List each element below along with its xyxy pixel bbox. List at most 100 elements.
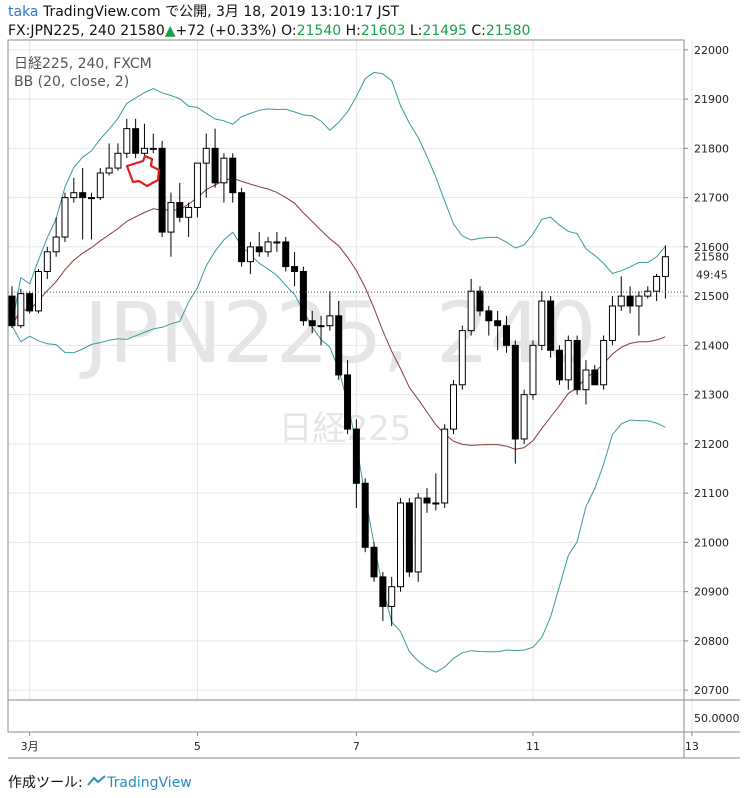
price-tick-label: 21300 xyxy=(694,389,729,402)
candle-up xyxy=(661,256,669,277)
candle-down xyxy=(79,192,87,199)
candle-up xyxy=(617,295,625,307)
price-tick-label: 21400 xyxy=(694,339,729,352)
legend-symbol: 日経225, 240, FXCM xyxy=(14,56,152,72)
candle-down xyxy=(255,246,263,253)
candle-up xyxy=(600,339,608,386)
price-tick-label: 21600 xyxy=(694,241,729,254)
tradingview-logo-icon xyxy=(87,775,107,791)
candle-down xyxy=(211,147,219,184)
candle-up xyxy=(246,246,254,263)
price-tick-label: 20800 xyxy=(694,635,729,648)
candle-down xyxy=(370,546,378,578)
author-name[interactable]: taka xyxy=(8,4,39,20)
candle-up xyxy=(114,152,122,169)
candle-up xyxy=(326,315,334,327)
candle-up xyxy=(220,157,228,184)
footer-brand[interactable]: TradingView xyxy=(107,775,192,791)
high-value: 21603 xyxy=(360,23,406,39)
candle-down xyxy=(555,349,563,381)
candle-up xyxy=(140,147,148,154)
price-tick-label: 21800 xyxy=(694,142,729,155)
time-tick-label: 13 xyxy=(685,740,699,753)
candle-up xyxy=(185,206,193,218)
candle-down xyxy=(158,147,166,233)
candle-up xyxy=(87,197,95,200)
price-tick-label: 21700 xyxy=(694,192,729,205)
last-price-label: 21580 xyxy=(694,251,729,264)
time-tick-label: 11 xyxy=(526,740,540,753)
candle-up xyxy=(149,147,157,150)
low-value: 21495 xyxy=(422,23,467,39)
candle-up xyxy=(34,270,42,312)
symbol-info: FX:JPN225, 240 21580 xyxy=(8,23,165,39)
candle-down xyxy=(476,290,484,312)
candle-up xyxy=(635,295,643,307)
legend-indicator: BB (20, close, 2) xyxy=(14,74,129,90)
candle-up xyxy=(450,384,457,430)
price-tick-label: 22000 xyxy=(694,44,729,57)
time-axis: 3月57111314:0018 xyxy=(21,732,699,753)
candle-down xyxy=(547,300,555,351)
up-arrow-icon: ▲ xyxy=(164,23,176,39)
candle-up xyxy=(105,167,113,174)
price-tick-label: 21200 xyxy=(694,438,729,451)
candle-up xyxy=(653,275,661,292)
candle-up xyxy=(529,344,537,396)
candle-down xyxy=(238,192,246,263)
candle-down xyxy=(229,157,237,194)
candle-down xyxy=(132,128,140,154)
candle-up xyxy=(264,241,272,253)
candles xyxy=(8,118,669,627)
candle-up xyxy=(202,147,210,164)
candle-up xyxy=(397,502,405,588)
candle-up xyxy=(123,128,131,154)
candle-up xyxy=(644,290,652,297)
open-value: 21540 xyxy=(296,23,342,39)
change-value: +72 (+0.33%) xyxy=(175,23,277,39)
low-label: L: xyxy=(405,23,423,39)
price-tick-label: 21100 xyxy=(694,487,729,500)
grid-lines xyxy=(8,40,693,732)
candle-up xyxy=(388,586,396,607)
price-tick-label: 21000 xyxy=(694,536,729,549)
candle-down xyxy=(591,369,599,386)
price-tick-label: 20700 xyxy=(694,684,729,697)
candle-down xyxy=(8,295,16,327)
bb-basis xyxy=(11,177,666,450)
candle-up xyxy=(61,197,69,238)
candle-up xyxy=(193,162,201,208)
indicator-pane xyxy=(7,699,685,733)
candle-down xyxy=(361,482,369,548)
footer-prefix: 作成ツール: xyxy=(8,775,88,791)
candle-up xyxy=(608,305,616,341)
footer: 作成ツール: TradingView xyxy=(8,772,192,792)
indicator-scale-label: 50.0000 xyxy=(694,712,740,725)
candle-down xyxy=(282,241,290,268)
price-tick-label: 20900 xyxy=(694,586,729,599)
publish-info: TradingView.com で公開, 3月 18, 2019 13:10:1… xyxy=(38,4,400,20)
candle-up xyxy=(520,394,528,440)
price-tick-label: 21500 xyxy=(694,290,729,303)
candle-up xyxy=(96,172,104,199)
price-chart[interactable]: JPN225, 240 日経225 日経225, 240, FXCM BB (2… xyxy=(0,0,748,770)
close-value: 21580 xyxy=(485,23,531,39)
candle-up xyxy=(414,497,422,573)
candle-down xyxy=(379,576,387,607)
time-tick-label: 7 xyxy=(353,740,360,753)
candle-down xyxy=(502,325,510,346)
candle-up xyxy=(273,241,281,244)
price-tick-label: 21900 xyxy=(694,93,729,106)
candle-down xyxy=(291,266,299,272)
candle-up xyxy=(317,325,325,328)
candle-down xyxy=(485,310,493,322)
candle-up xyxy=(70,192,78,199)
candle-down xyxy=(511,344,519,440)
high-label: H: xyxy=(341,23,361,39)
candle-down xyxy=(573,339,581,391)
candle-up xyxy=(458,330,466,386)
time-tick-label: 3月 xyxy=(21,740,39,753)
close-label: C: xyxy=(466,23,486,39)
hand-drawn-annotation xyxy=(125,154,161,188)
candle-up xyxy=(467,290,475,332)
